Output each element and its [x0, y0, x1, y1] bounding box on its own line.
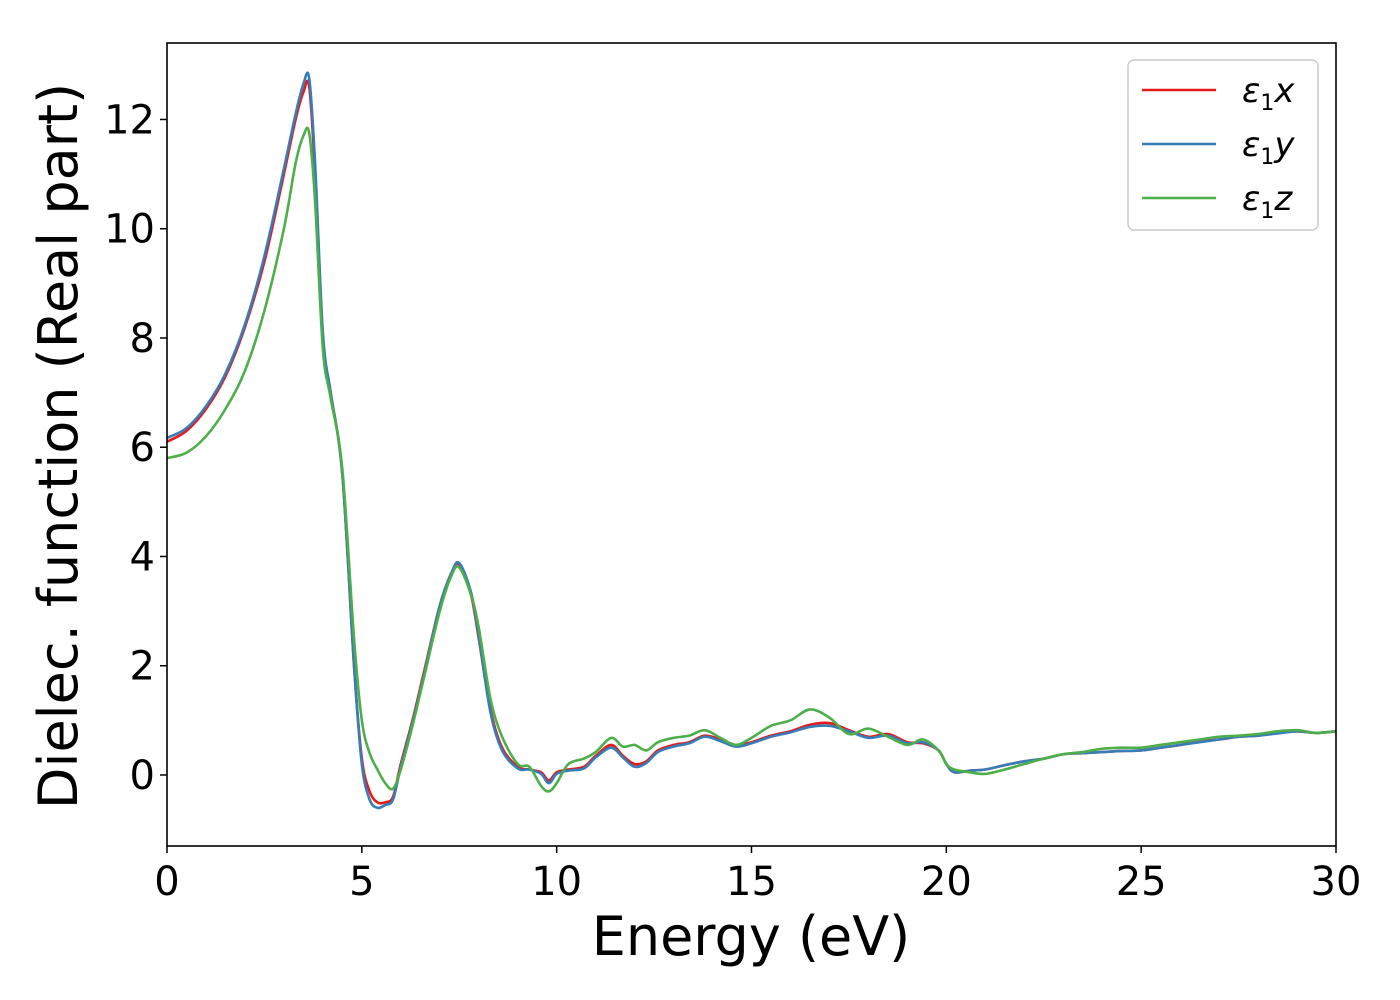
series-layer — [167, 71, 1336, 810]
legend-box — [1127, 59, 1319, 231]
legend-label-y: ε1y — [1242, 125, 1295, 170]
y-axis-title: Dielec. function (Real part) — [27, 83, 90, 809]
y-tick-label: 4 — [130, 534, 155, 580]
legend-label-x: ε1x — [1242, 71, 1295, 116]
y-axis-ticks: 0 2 4 6 8 10 12 — [104, 97, 167, 799]
y-tick-label: 2 — [130, 644, 155, 690]
x-tick-label: 25 — [1116, 859, 1167, 905]
x-tick-label: 30 — [1311, 859, 1362, 905]
plot-frame — [166, 42, 1337, 847]
x-tick-label: 5 — [349, 859, 374, 905]
y-tick-label: 12 — [104, 97, 155, 143]
y-tick-label: 6 — [130, 425, 155, 471]
x-tick-label: 0 — [154, 859, 179, 905]
legend-label-z: ε1z — [1242, 179, 1293, 224]
x-tick-label: 10 — [531, 859, 582, 905]
x-axis-ticks: 0 5 10 15 20 25 30 — [154, 846, 1361, 905]
series-line-z — [167, 126, 1336, 793]
y-tick-label: 0 — [130, 753, 155, 799]
x-tick-label: 20 — [921, 859, 972, 905]
legend: ε1x ε1y ε1z — [1127, 59, 1319, 231]
x-tick-label: 15 — [726, 859, 777, 905]
x-axis-title: Energy (eV) — [592, 905, 911, 968]
y-tick-label: 8 — [130, 316, 155, 362]
y-tick-label: 10 — [104, 207, 155, 253]
